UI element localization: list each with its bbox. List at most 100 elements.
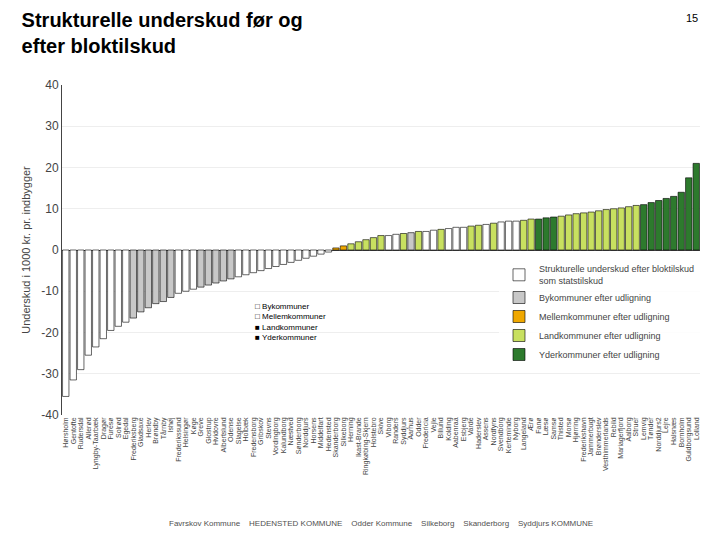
svg-text:Langeland: Langeland [520, 417, 528, 450]
svg-text:Ringkøbing-Skjern: Ringkøbing-Skjern [362, 417, 370, 475]
svg-text:Haderslev: Haderslev [475, 417, 482, 449]
svg-text:Fredensborg: Fredensborg [250, 417, 258, 457]
svg-text:Tønder: Tønder [647, 417, 654, 440]
svg-text:Kolding: Kolding [445, 417, 453, 440]
svg-text:Hvidovre: Hvidovre [212, 417, 219, 445]
svg-text:Struer: Struer [632, 417, 639, 437]
svg-text:Vejle: Vejle [430, 417, 438, 432]
svg-text:Yderkommuner efter udligning: Yderkommuner efter udligning [539, 350, 660, 360]
svg-text:Brøndby: Brøndby [152, 417, 160, 444]
svg-text:Middelfart: Middelfart [317, 417, 324, 448]
svg-text:Næstved: Næstved [287, 417, 294, 445]
svg-text:-20: -20 [41, 326, 59, 340]
svg-text:Gribskov: Gribskov [257, 417, 264, 445]
svg-text:Læsø: Læsø [542, 417, 549, 436]
svg-text:Vordingborg: Vordingborg [272, 417, 280, 455]
svg-text:Mariagerfjord: Mariagerfjord [617, 417, 625, 458]
svg-text:Herning: Herning [347, 417, 355, 442]
svg-text:Odder: Odder [415, 417, 422, 437]
svg-text:Køge: Køge [190, 417, 198, 434]
svg-text:Lolland: Lolland [693, 417, 700, 440]
svg-text:Nordfyns: Nordfyns [490, 417, 498, 446]
svg-text:Stevns: Stevns [265, 417, 272, 439]
svg-text:Frederikssund: Frederikssund [175, 417, 182, 461]
svg-text:Horsens: Horsens [310, 417, 317, 444]
svg-text:-40: -40 [41, 408, 59, 422]
svg-text:20: 20 [45, 161, 59, 175]
svg-text:Lyngby-Taarbæk: Lyngby-Taarbæk [92, 417, 100, 469]
svg-text:Skive: Skive [377, 417, 384, 434]
svg-text:Brønderslev: Brønderslev [595, 417, 602, 455]
svg-text:Aarhus: Aarhus [407, 417, 414, 440]
svg-text:Esbjerg: Esbjerg [460, 417, 468, 441]
svg-text:Strukturelle underskud før oge: Strukturelle underskud før ogefter blokt… [22, 9, 303, 57]
svg-text:Albertslund: Albertslund [220, 417, 227, 452]
svg-text:Rudersdal: Rudersdal [77, 417, 84, 449]
svg-text:Ærø: Ærø [527, 417, 534, 431]
svg-text:Egedal: Egedal [122, 417, 130, 439]
svg-text:Holstebro: Holstebro [370, 417, 377, 447]
svg-text:Jammerbugt: Jammerbugt [587, 417, 595, 456]
svg-text:Fanø: Fanø [535, 417, 542, 434]
svg-text:Nyborg: Nyborg [512, 417, 520, 440]
svg-text:Hørsholm: Hørsholm [62, 417, 69, 448]
svg-text:Assens: Assens [482, 417, 489, 440]
svg-text:Furesø: Furesø [107, 417, 114, 440]
svg-text:Strukturelle underskud efter b: Strukturelle underskud efter bloktilskud… [539, 264, 694, 286]
svg-text:Samsø: Samsø [550, 417, 557, 440]
svg-text:Dragør: Dragør [100, 417, 108, 439]
svg-text:Ishøj: Ishøj [167, 417, 175, 433]
svg-text:Favrskov Kommune HEDENSTED: Favrskov Kommune HEDENSTED KOMMUNE Odder… [169, 519, 593, 528]
svg-text:Varde: Varde [467, 417, 474, 435]
svg-text:Frederiksberg: Frederiksberg [130, 417, 138, 460]
svg-text:Sønderborg: Sønderborg [295, 417, 303, 454]
svg-text:Kerteminde: Kerteminde [505, 417, 512, 453]
svg-text:Randers: Randers [392, 417, 399, 444]
svg-text:Norddjurs: Norddjurs [302, 417, 310, 448]
svg-text:Morsø: Morsø [565, 417, 572, 438]
svg-text:Hjørring: Hjørring [572, 417, 580, 442]
svg-text:Ikast-Brande: Ikast-Brande [355, 417, 362, 457]
svg-text:Kalundborg: Kalundborg [280, 417, 288, 453]
svg-text:Landkommuner efter udligning: Landkommuner efter udligning [539, 331, 661, 341]
svg-text:15: 15 [686, 12, 698, 24]
svg-text:-10: -10 [41, 284, 59, 298]
svg-text:Lejre: Lejre [662, 417, 670, 433]
svg-text:Aalborg: Aalborg [625, 417, 633, 441]
svg-text:Mellemkommuner efter udligning: Mellemkommuner efter udligning [539, 312, 670, 322]
svg-text:Bornholm: Bornholm [678, 417, 685, 447]
svg-text:0: 0 [52, 243, 59, 257]
svg-text:Halsnæs: Halsnæs [670, 417, 677, 445]
svg-text:Thisted: Thisted [557, 417, 564, 440]
svg-text:Norddjurs2: Norddjurs2 [655, 417, 663, 451]
svg-text:Frederikshavn: Frederikshavn [580, 417, 587, 461]
svg-text:Gladsaxe: Gladsaxe [137, 417, 144, 447]
svg-text:Viborg: Viborg [385, 417, 393, 437]
svg-text:Billund: Billund [437, 417, 444, 438]
svg-text:Allerød: Allerød [85, 417, 92, 439]
svg-text:Hedensted: Hedensted [325, 417, 332, 451]
svg-text:Helsingør: Helsingør [182, 417, 190, 448]
svg-text:Holbæk: Holbæk [242, 417, 249, 442]
svg-text:Glostrup: Glostrup [205, 417, 213, 444]
svg-text:Lemvig: Lemvig [640, 417, 648, 440]
svg-text:Bykommuner efter udligning: Bykommuner efter udligning [539, 293, 651, 303]
svg-text:Svendborg: Svendborg [497, 417, 505, 451]
svg-text:Aabenraa: Aabenraa [452, 417, 459, 447]
svg-text:10: 10 [45, 202, 59, 216]
svg-text:Greve: Greve [197, 417, 204, 436]
svg-text:Rebild: Rebild [610, 417, 617, 437]
svg-text:Gentofte: Gentofte [70, 417, 77, 444]
svg-text:Vesthimmerlands: Vesthimmerlands [602, 417, 609, 471]
svg-text:40: 40 [45, 78, 59, 92]
svg-text:Slagelse: Slagelse [235, 417, 243, 444]
svg-text:Herlev: Herlev [145, 417, 152, 438]
svg-text:Fredericia: Fredericia [422, 417, 429, 448]
svg-text:Tårnby: Tårnby [160, 417, 168, 439]
svg-text:Silkeborg: Silkeborg [340, 417, 348, 446]
svg-text:Underskud i 1000 kr. pr. indby: Underskud i 1000 kr. pr. indbygger [20, 166, 32, 334]
svg-text:Guldborgsund: Guldborgsund [685, 417, 693, 461]
svg-text:Solrød: Solrød [115, 417, 122, 438]
svg-text:Syddjurs: Syddjurs [400, 417, 408, 445]
svg-text:□ Bykommuner□ Mellemkommuner■: □ Bykommuner□ Mellemkommuner■ Landkommun… [255, 302, 326, 342]
